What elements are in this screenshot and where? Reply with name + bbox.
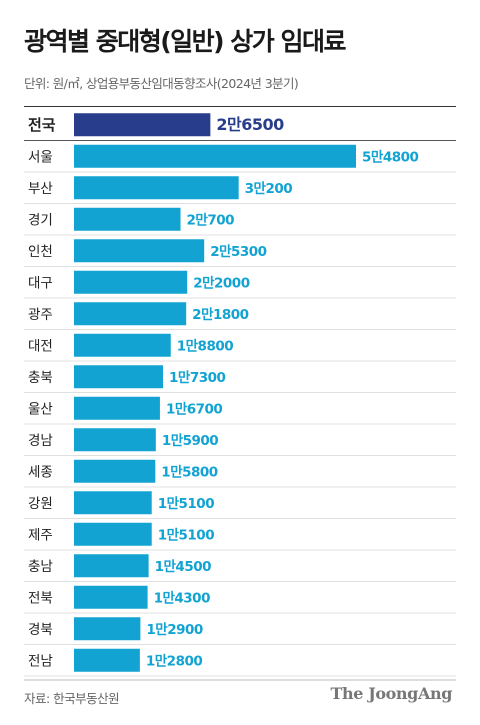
- bar: [74, 270, 188, 294]
- bar: [74, 459, 156, 483]
- value-label: 2만700: [187, 212, 235, 228]
- value-label: 1만2800: [146, 653, 202, 669]
- bar: [74, 522, 152, 546]
- category-label: 전남: [28, 653, 53, 669]
- category-label: 강원: [28, 496, 53, 512]
- value-label: 1만6700: [166, 401, 222, 417]
- category-label: 인천: [28, 244, 53, 260]
- brand-logo: The JoongAng: [330, 684, 453, 703]
- bar: [74, 491, 152, 515]
- category-label: 제주: [28, 527, 53, 543]
- chart-title: 광역별 중대형(일반) 상가 임대료: [24, 27, 346, 56]
- bar: [74, 554, 149, 578]
- category-label: 서울: [28, 149, 53, 165]
- chart-subtitle: 단위: 원/㎡, 상업용부동산임대동향조사(2024년 3분기): [24, 76, 299, 91]
- category-label: 광주: [28, 307, 53, 323]
- category-label: 대전: [28, 338, 53, 354]
- bar: [74, 302, 187, 326]
- value-label: 5만4800: [362, 149, 418, 165]
- category-label: 전국: [28, 116, 56, 134]
- category-label: 충북: [28, 370, 53, 386]
- category-label: 부산: [28, 181, 53, 197]
- bar: [74, 585, 148, 609]
- category-label: 경남: [28, 433, 53, 449]
- category-label: 전북: [28, 590, 53, 606]
- bar: [74, 207, 181, 231]
- value-label: 1만7300: [169, 370, 225, 386]
- value-label: 2만1800: [192, 307, 248, 323]
- top-divider: [24, 106, 456, 107]
- value-label: 1만5100: [158, 527, 214, 543]
- value-label: 2만5300: [210, 244, 266, 260]
- value-label: 1만5800: [161, 464, 217, 480]
- bar: [74, 648, 140, 672]
- bar: [74, 333, 171, 357]
- category-label: 경북: [28, 622, 53, 638]
- value-label: 1만5100: [158, 496, 214, 512]
- value-label: 1만5900: [162, 433, 218, 449]
- category-label: 세종: [28, 464, 53, 480]
- bar: [74, 144, 356, 168]
- source-note: 자료: 한국부동산원: [24, 691, 120, 706]
- category-label: 대구: [28, 275, 53, 291]
- bar: [74, 113, 211, 137]
- category-label: 경기: [28, 212, 53, 228]
- bar: [74, 617, 141, 641]
- value-label: 2만2000: [193, 275, 249, 291]
- bar: [74, 396, 160, 420]
- value-label: 1만8800: [177, 338, 233, 354]
- value-label: 1만4500: [155, 559, 211, 575]
- bar: [74, 365, 164, 389]
- value-label: 3만200: [245, 181, 293, 197]
- category-label: 충남: [28, 559, 53, 575]
- value-label: 2만6500: [216, 115, 284, 134]
- value-label: 1만2900: [146, 622, 202, 638]
- category-label: 울산: [28, 401, 53, 417]
- bar: [74, 176, 239, 200]
- bar: [74, 239, 205, 263]
- value-label: 1만4300: [154, 590, 210, 606]
- bar: [74, 428, 156, 452]
